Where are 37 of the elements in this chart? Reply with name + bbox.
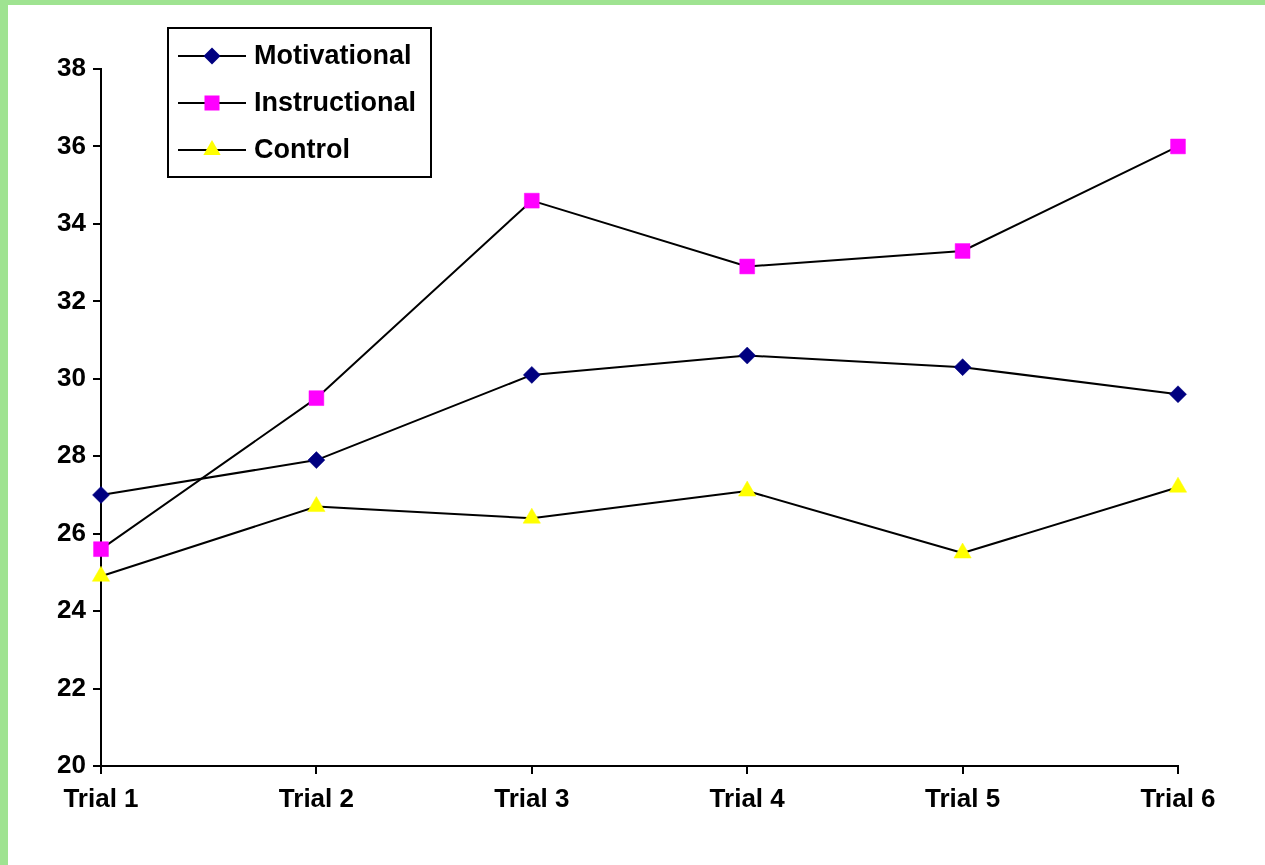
legend-label: Motivational — [254, 40, 412, 71]
point — [1169, 476, 1187, 493]
y-tick-label: 32 — [57, 284, 86, 315]
y-tick-label: 20 — [57, 749, 86, 780]
y-tick-label: 24 — [57, 594, 87, 625]
point — [522, 507, 541, 524]
point — [953, 358, 972, 376]
point — [954, 243, 971, 259]
x-tick-label: Trial 4 — [709, 782, 786, 813]
point — [523, 366, 541, 384]
x-tick-label: Trial 1 — [63, 782, 139, 813]
x-tick-label: Trial 3 — [494, 782, 570, 813]
x-tick-label: Trial 6 — [1140, 782, 1216, 813]
point — [953, 542, 972, 559]
point — [92, 486, 110, 504]
point — [307, 451, 326, 469]
point — [308, 390, 325, 406]
y-tick-label: 26 — [57, 516, 86, 547]
x-tick-label: Trial 2 — [278, 782, 354, 813]
y-tick-label: 22 — [57, 671, 86, 702]
legend-label: Instructional — [254, 87, 417, 118]
point — [739, 258, 755, 275]
point — [92, 566, 110, 582]
point — [738, 346, 756, 365]
y-tick-label: 34 — [57, 207, 87, 238]
point — [524, 192, 540, 209]
legend-label: Control — [254, 134, 350, 165]
y-tick-label: 38 — [57, 52, 86, 83]
point — [1170, 138, 1186, 155]
y-tick-label: 36 — [57, 129, 86, 160]
point — [93, 541, 109, 557]
y-tick-label: 28 — [57, 439, 86, 470]
point — [738, 480, 757, 497]
x-tick-label: Trial 5 — [925, 782, 1001, 813]
point — [307, 496, 326, 512]
point — [1169, 385, 1187, 404]
y-tick-label: 30 — [57, 361, 86, 392]
